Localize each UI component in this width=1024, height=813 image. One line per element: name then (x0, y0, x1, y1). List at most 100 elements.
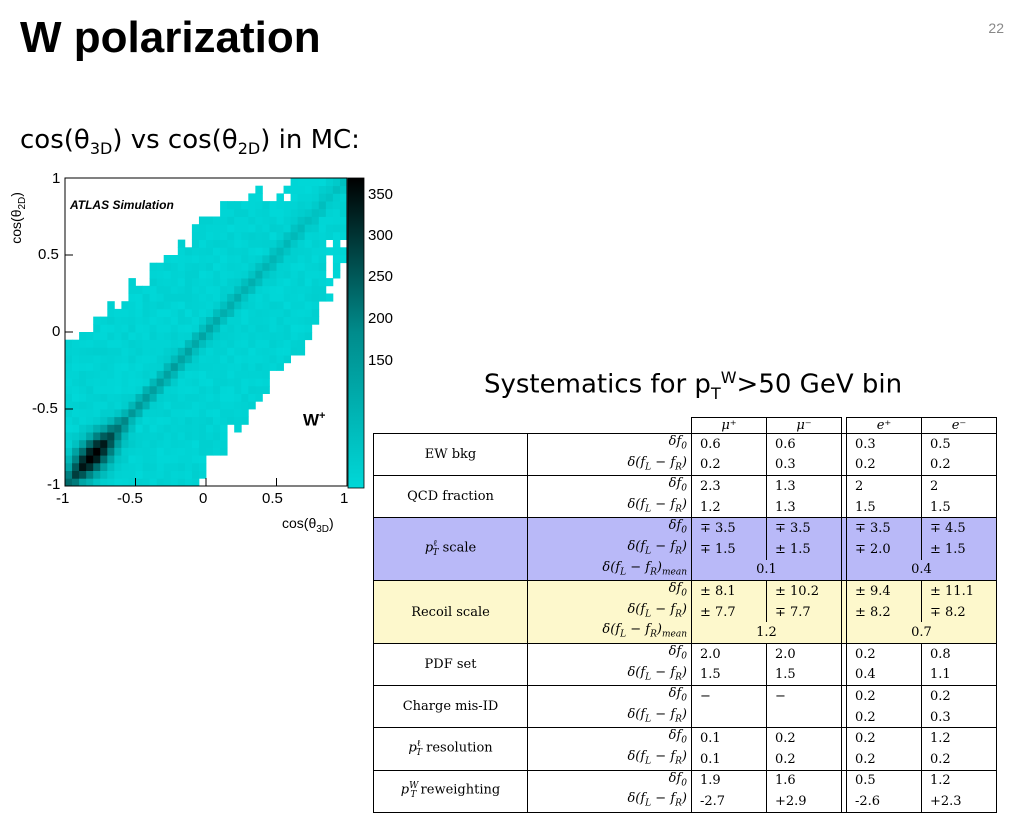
heatmap-cell (283, 255, 291, 264)
heatmap-cell (121, 301, 129, 310)
heatmap-cell (206, 316, 214, 325)
heatmap-cell (100, 455, 108, 464)
heatmap-cell (318, 255, 327, 264)
heatmap-cell (220, 308, 228, 317)
heatmap-cell (276, 193, 284, 202)
heatmap-cell (255, 308, 263, 317)
heatmap-cell (234, 308, 242, 317)
heatmap-cell (114, 455, 122, 464)
heatmap-cell (198, 432, 207, 441)
heatmap-cell (128, 285, 136, 294)
heatmap-cell (227, 316, 235, 325)
heatmap-cell (206, 332, 214, 341)
heatmap-cell (339, 224, 348, 233)
heatmap-cell (100, 424, 108, 433)
heatmap-cell (177, 416, 186, 425)
table-cell: 0.3 (921, 706, 997, 729)
heatmap-cell (325, 201, 334, 210)
heatmap-cell (227, 231, 235, 240)
heatmap-cell (297, 308, 306, 317)
table-row: δ(fL − fR) ∓ 1.5 ± 1.5 ∓ 2.0 ± 1.5 (374, 538, 997, 560)
heatmap-cell (170, 409, 179, 418)
table-cell: 1.5 (691, 664, 767, 687)
heatmap-cell (163, 347, 172, 356)
heatmap-cell (332, 201, 341, 210)
heatmap-cell (86, 393, 94, 402)
heatmap-cell (114, 385, 122, 394)
quantity-label: δf0 (527, 727, 692, 749)
heatmap-cell (304, 316, 313, 325)
table-cell: 2.0 (691, 642, 767, 665)
table-cell: ∓ 1.5 (691, 538, 767, 560)
heatmap-cell (213, 339, 221, 348)
heatmap-cell (72, 401, 80, 410)
table-cell: ± 1.5 (921, 538, 997, 560)
heatmap-cell (304, 324, 313, 333)
heatmap-cell (128, 478, 136, 487)
heatmap-cell (149, 447, 158, 456)
heatmap-cell (198, 308, 207, 317)
heatmap-cell (114, 432, 122, 441)
heatmap-cell (163, 462, 172, 471)
heatmap-cell (128, 339, 136, 348)
table-cell: 1.2 (921, 769, 997, 792)
heatmap-cell (163, 424, 172, 433)
heatmap-cell (276, 208, 284, 217)
column-gap (841, 580, 847, 602)
column-header: e⁺ (846, 417, 922, 434)
quantity-label: δ(fL − fR) (527, 791, 692, 813)
heatmap-cell (135, 385, 143, 394)
heatmap-cell (142, 339, 150, 348)
heatmap-cell (332, 185, 341, 194)
table-cell: − (766, 685, 842, 707)
heatmap-cell (213, 301, 221, 310)
heatmap-cell (290, 308, 299, 317)
heatmap-cell (149, 432, 158, 441)
heatmap-cell (149, 409, 158, 418)
heatmap-cell (241, 239, 249, 248)
heatmap-cell (248, 378, 256, 387)
heatmap-cell (128, 462, 136, 471)
heatmap-cell (241, 231, 249, 240)
heatmap-cell (163, 355, 172, 364)
heatmap-cell (234, 409, 242, 418)
heatmap-cell (227, 378, 235, 387)
heatmap-cell (255, 347, 263, 356)
heatmap-cell (79, 470, 87, 479)
heatmap-cell (107, 324, 115, 333)
heatmap-cell (241, 332, 249, 341)
heatmap-cell (79, 416, 87, 425)
heatmap-cell (220, 370, 228, 379)
heatmap-cell (220, 231, 228, 240)
heatmap-cell (206, 409, 214, 418)
table-cell: 2 (921, 475, 997, 497)
heatmap-cell (93, 447, 101, 456)
heatmap-cell (86, 332, 94, 341)
heatmap-cell (290, 332, 299, 341)
heatmap-cell (191, 393, 200, 402)
heatmap-cell (142, 478, 150, 487)
table-cell: ∓ 2.0 (846, 538, 922, 560)
table-cell: ∓ 3.5 (691, 517, 767, 539)
heatmap-cell (325, 278, 334, 287)
heatmap-cell (290, 201, 299, 210)
heatmap-cell (121, 432, 129, 441)
heatmap-cell (191, 285, 200, 294)
heatmap-cell (135, 370, 143, 379)
quantity-label: δ(fL − fR) (527, 706, 692, 729)
heatmap-cell (135, 432, 143, 441)
page-title: W polarization (20, 13, 321, 62)
heatmap-cell (156, 301, 165, 310)
heatmap-cell (255, 239, 263, 248)
heatmap-cell (206, 301, 214, 310)
heatmap-cell (149, 416, 158, 425)
heatmap-cell (311, 201, 320, 210)
colorbar (347, 177, 365, 489)
heatmap-cell (234, 285, 242, 294)
heatmap-cell (304, 262, 313, 271)
heatmap-cell (184, 385, 193, 394)
heatmap-cell (206, 224, 214, 233)
heatmap-cell (241, 278, 249, 287)
heatmap-cell (248, 255, 256, 264)
heatmap-cell (283, 301, 291, 310)
